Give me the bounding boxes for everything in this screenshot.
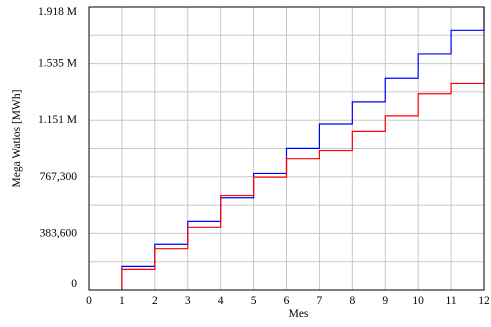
series-group — [121, 6, 485, 290]
y-tick-label: 383,600 — [40, 227, 78, 239]
y-tick-label: 1.151 M — [38, 114, 77, 126]
x-tick-label: 2 — [152, 295, 158, 307]
x-tick-label: 8 — [349, 295, 355, 307]
x-tick-label: 4 — [218, 295, 224, 307]
y-tick-label: 1.918 M — [38, 6, 77, 18]
x-tick-label: 3 — [185, 295, 191, 307]
y-axis-label: Mega Watios [MWh] — [11, 90, 23, 188]
y-tick-label: 767,300 — [40, 171, 78, 183]
x-tick-label: 9 — [382, 295, 388, 307]
y-tick-label: 0 — [71, 278, 77, 290]
x-tick-label: 0 — [86, 295, 92, 307]
x-tick-label: 12 — [478, 295, 490, 307]
series-line-2 — [121, 64, 485, 290]
x-tick-labels: 0 1 2 3 4 5 6 7 8 9 10 11 12 — [86, 295, 490, 307]
series-line-1 — [121, 7, 485, 290]
x-tick-label: 7 — [317, 295, 323, 307]
x-tick-label: 1 — [119, 295, 125, 307]
y-tick-labels: 0 383,600 767,300 1.151 M 1.535 M 1.918 M — [38, 6, 77, 290]
x-tick-label: 5 — [251, 295, 257, 307]
x-tick-label: 11 — [446, 295, 457, 307]
y-tick-label: 1.535 M — [38, 58, 77, 70]
x-axis-label: Mes — [289, 308, 309, 320]
x-tick-label: 10 — [412, 295, 424, 307]
x-tick-label: 6 — [284, 295, 290, 307]
plot-frame — [88, 6, 485, 291]
